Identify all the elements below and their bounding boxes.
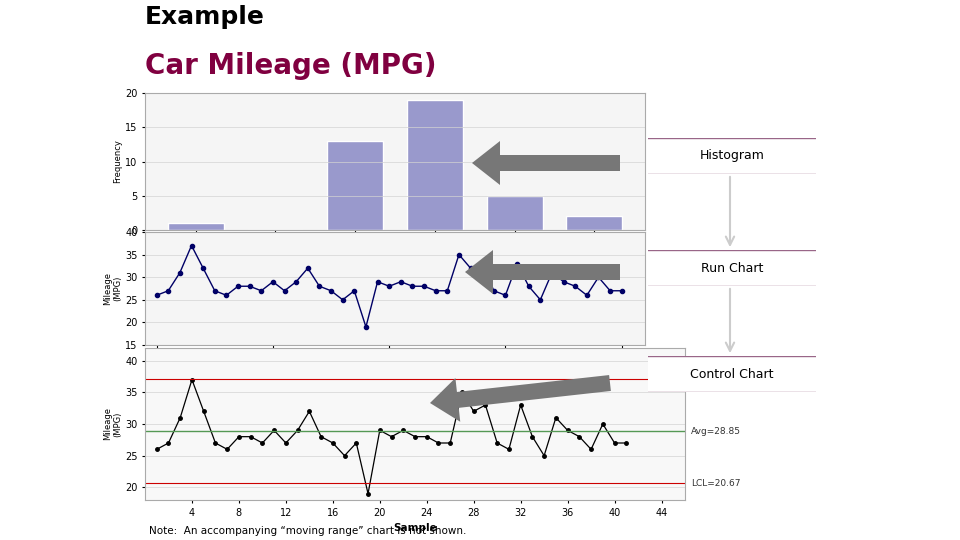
Text: Run Chart: Run Chart	[701, 261, 763, 274]
Y-axis label: Mileage
(MPG): Mileage (MPG)	[103, 272, 122, 305]
FancyBboxPatch shape	[646, 138, 818, 174]
Text: Histogram: Histogram	[700, 150, 764, 163]
Text: Avg=28.85: Avg=28.85	[691, 427, 741, 436]
FancyBboxPatch shape	[646, 249, 818, 286]
X-axis label: Mileage (MPG): Mileage (MPG)	[352, 253, 438, 263]
Y-axis label: Frequency: Frequency	[113, 139, 122, 184]
Text: Control Chart: Control Chart	[690, 368, 774, 381]
Y-axis label: Mileage
(MPG): Mileage (MPG)	[103, 408, 122, 441]
Bar	[327, 141, 383, 230]
Polygon shape	[465, 250, 620, 294]
Text: UCL=37.03: UCL=37.03	[691, 375, 742, 384]
Text: LCL=20.67: LCL=20.67	[691, 478, 740, 488]
Bar	[566, 217, 622, 230]
Polygon shape	[430, 375, 611, 422]
Text: Note:  An accompanying “moving range” chart is not shown.: Note: An accompanying “moving range” cha…	[149, 525, 467, 536]
X-axis label: Sample: Sample	[394, 523, 437, 533]
Text: Example: Example	[145, 5, 265, 29]
Bar	[487, 195, 542, 230]
Text: Car Mileage (MPG): Car Mileage (MPG)	[145, 52, 437, 80]
FancyBboxPatch shape	[646, 356, 818, 393]
X-axis label: Month: Month	[376, 368, 414, 378]
Polygon shape	[472, 141, 620, 185]
Bar	[407, 100, 463, 230]
Bar	[168, 223, 224, 230]
